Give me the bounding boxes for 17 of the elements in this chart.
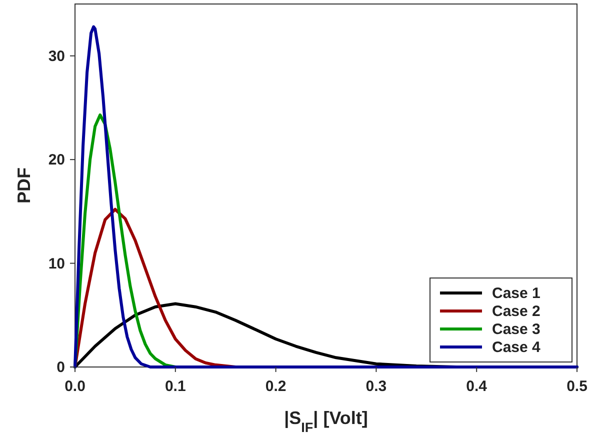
x-tick-label: 0.0 bbox=[64, 378, 86, 395]
y-tick-label: 10 bbox=[48, 255, 65, 272]
y-tick-label: 0 bbox=[56, 359, 65, 376]
x-tick-label: 0.1 bbox=[164, 378, 186, 395]
legend-label: Case 1 bbox=[492, 285, 540, 302]
legend-label: Case 4 bbox=[492, 339, 542, 356]
x-axis-title: |S$_{IF}$| [Volt] bbox=[284, 408, 368, 434]
x-tick-label: 0.5 bbox=[566, 378, 588, 395]
y-axis-title: PDF bbox=[14, 167, 34, 204]
legend-label: Case 2 bbox=[492, 303, 540, 320]
x-tick-label: 0.4 bbox=[466, 378, 488, 395]
line-series bbox=[74, 25, 578, 368]
y-tick-label: 30 bbox=[48, 48, 65, 65]
x-tick-label: 0.2 bbox=[265, 378, 286, 395]
y-tick-label: 20 bbox=[48, 152, 65, 169]
x-tick-label: 0.3 bbox=[366, 378, 387, 395]
legend-label: Case 3 bbox=[492, 321, 540, 338]
